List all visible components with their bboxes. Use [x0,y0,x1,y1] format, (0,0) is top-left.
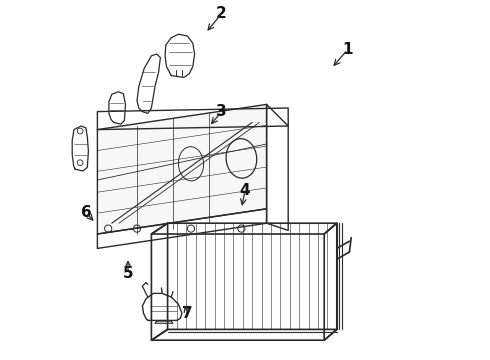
Text: 3: 3 [216,104,227,119]
Text: 1: 1 [343,42,353,57]
Polygon shape [98,104,267,234]
Text: 4: 4 [240,183,250,198]
Text: 5: 5 [122,266,133,281]
Text: 6: 6 [80,205,91,220]
Text: 2: 2 [216,6,227,21]
Text: 7: 7 [182,306,193,321]
